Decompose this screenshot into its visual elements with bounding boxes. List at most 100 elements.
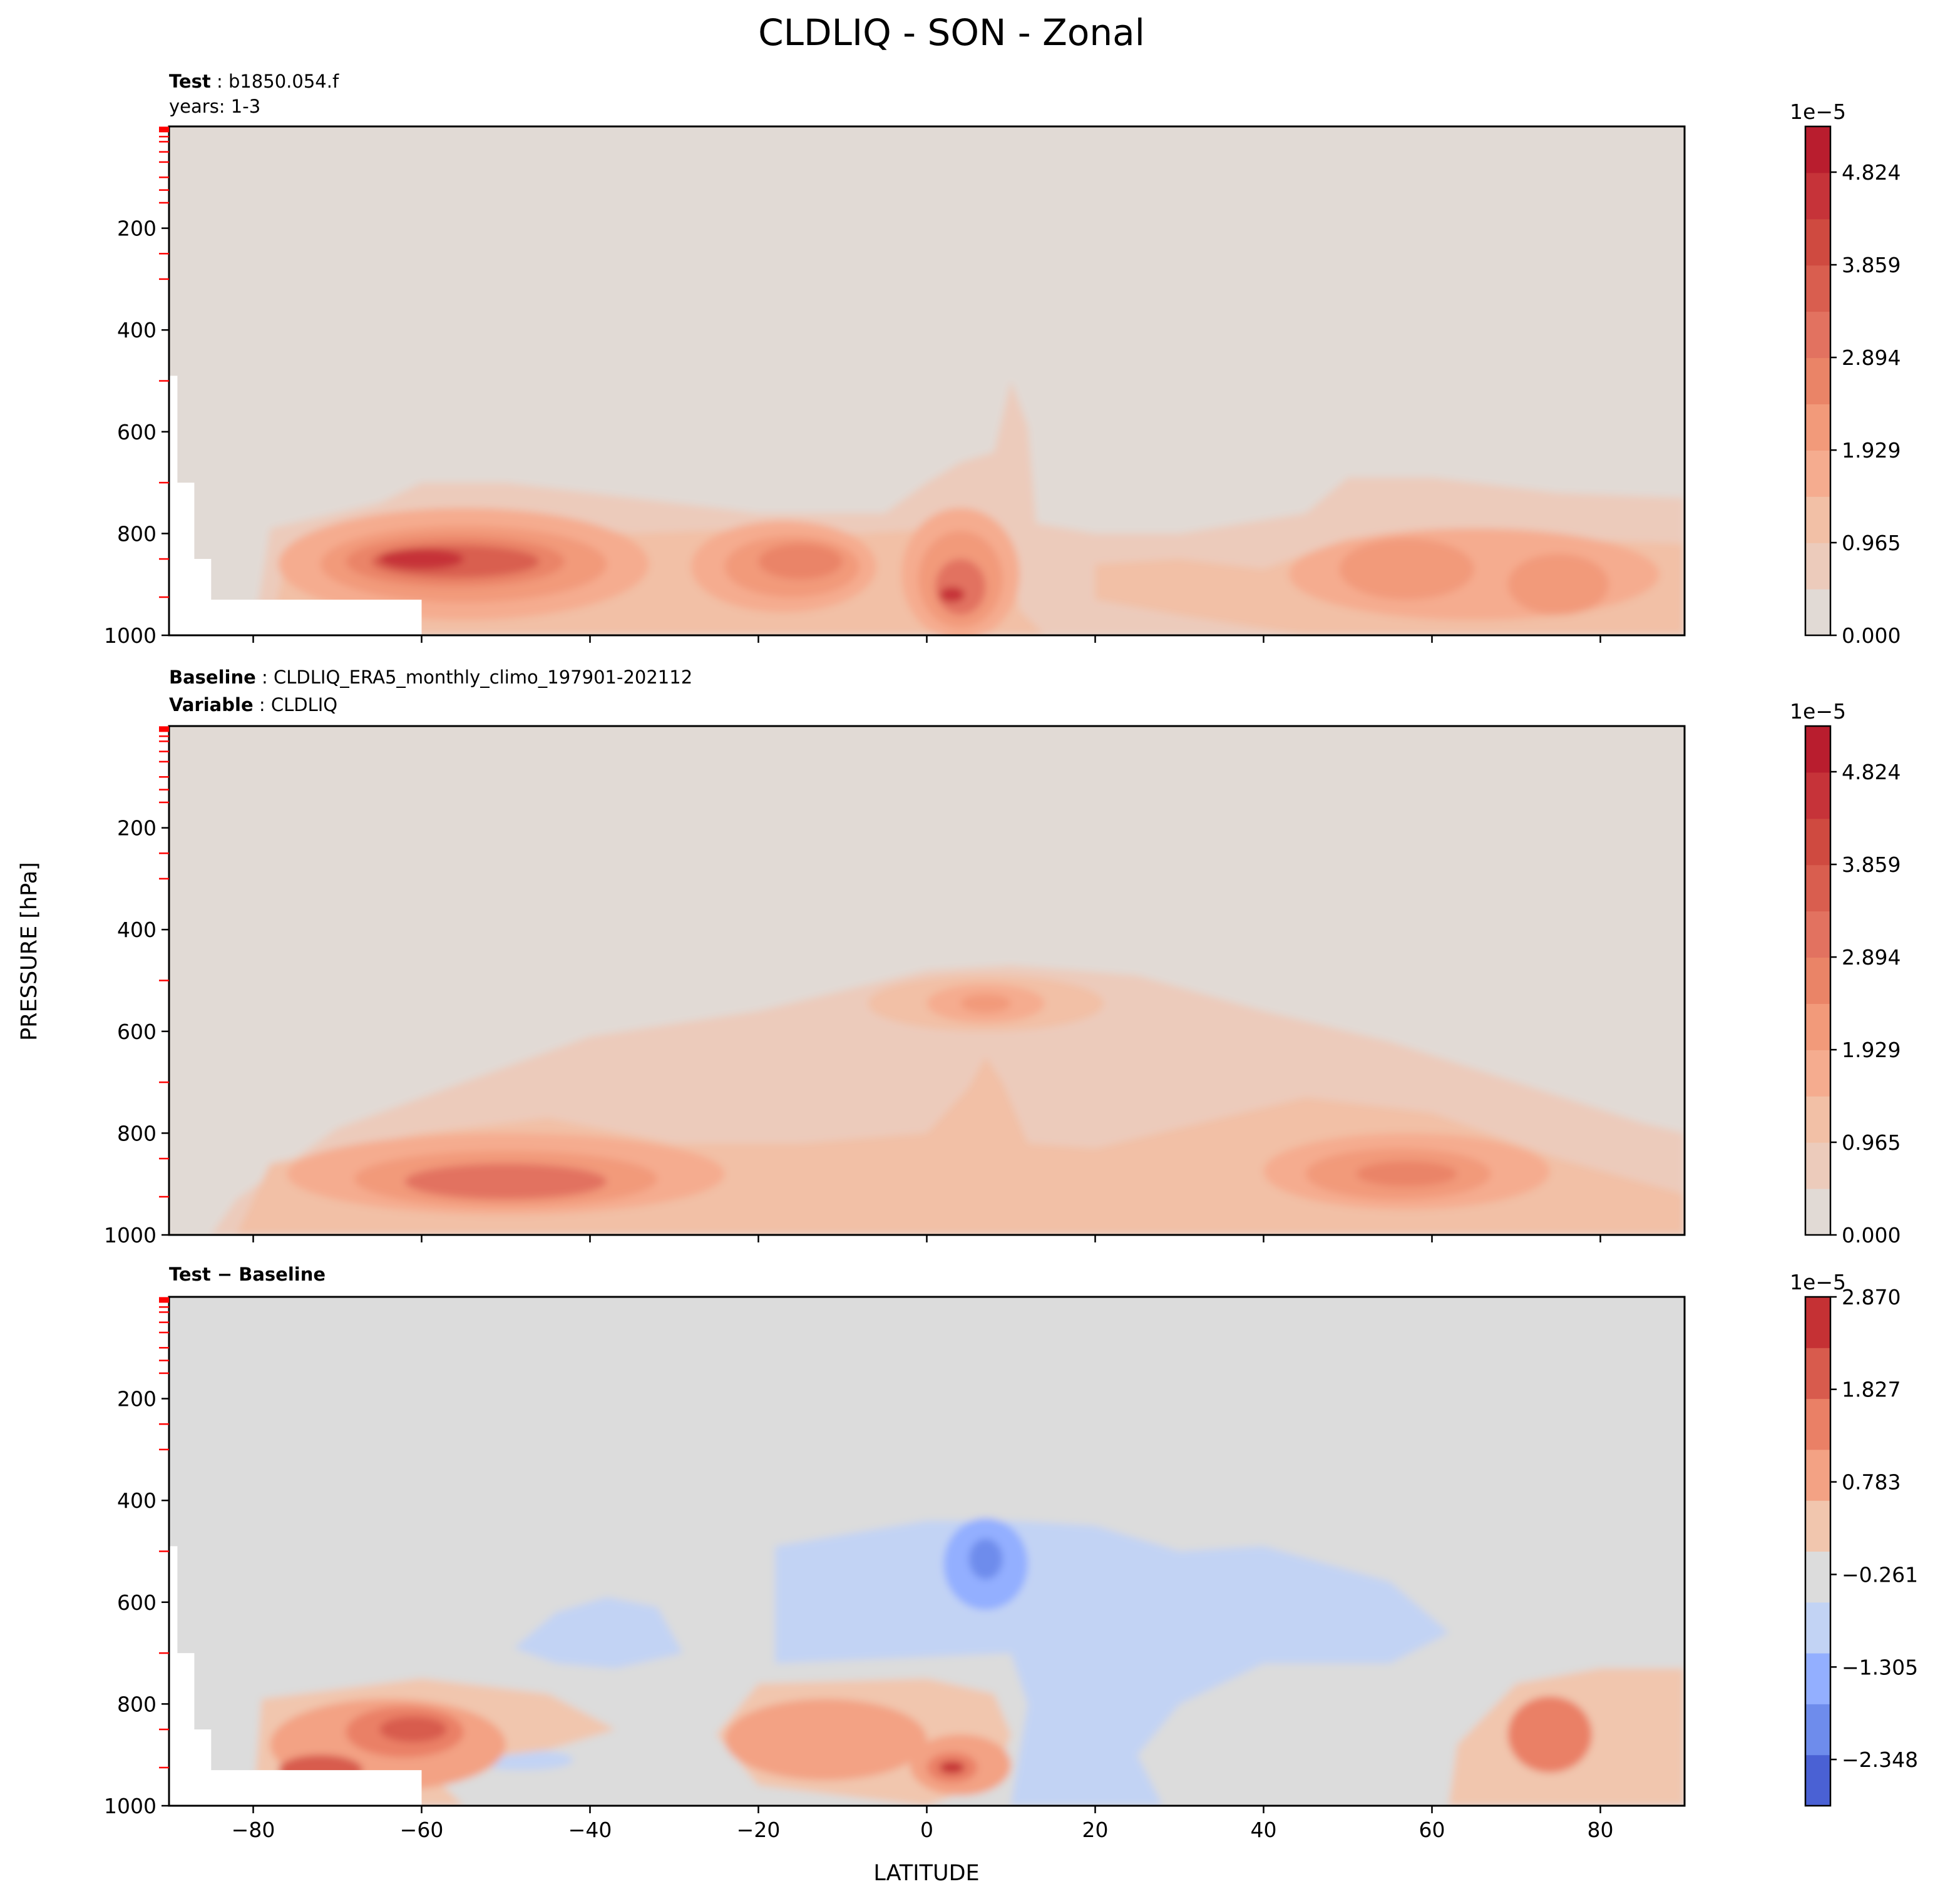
contour-level-4: [1507, 553, 1609, 615]
x-tick-label: 80: [1588, 1818, 1614, 1842]
x-tick-label: 40: [1251, 1818, 1277, 1842]
panel-sublabel: years: 1-3: [169, 96, 260, 117]
y-tick-label: 400: [117, 918, 156, 942]
contour-level-pos-4: [379, 1716, 447, 1743]
contour-level-9: [379, 548, 464, 570]
y-tick-label: 600: [117, 420, 156, 444]
x-tick-label: 0: [920, 1818, 933, 1842]
colorbar-segment: [1805, 1189, 1830, 1236]
colorbar-segment: [1805, 311, 1830, 359]
panel-difference: Test − Baseline −80 −60 −40 −20 0 20 40 60 80 200…: [104, 1264, 1918, 1842]
panel-sublabel-sep: :: [254, 694, 271, 715]
plot-frame: −80 −60 −40 −20 0 20 40 60 80 200 400 600 800 1000: [104, 1296, 1686, 1842]
contour-level-neg-3: [968, 1538, 1003, 1580]
x-tick-label: 60: [1419, 1818, 1445, 1842]
colorbar-tick-label: 3.859: [1842, 253, 1901, 277]
contour-level-4: [960, 994, 1011, 1013]
missing-data-mask: [169, 1546, 422, 1806]
colorbar-segment: [1805, 911, 1830, 958]
y-tick-label: 400: [117, 318, 156, 342]
colorbar-segment: [1805, 1602, 1830, 1654]
colorbar-segment: [1805, 450, 1830, 497]
colorbar-segment: [1805, 818, 1830, 866]
colorbar-tick-label: 4.824: [1842, 160, 1901, 185]
colorbar-tick-label: −2.348: [1842, 1748, 1918, 1772]
panel-label-value: CLDLIQ_ERA5_monthly_climo_197901-202112: [274, 667, 692, 688]
x-tick-label: −40: [568, 1818, 612, 1842]
colorbar-segment: [1805, 1500, 1830, 1552]
colorbar-tick-label: 0.783: [1842, 1470, 1901, 1495]
colorbar-border: [1804, 725, 1832, 1236]
colorbar-tick-label: 1.827: [1842, 1378, 1901, 1402]
colorbar-segment: [1805, 1096, 1830, 1143]
x-tick-label: 20: [1082, 1818, 1109, 1842]
missing-data-mask: [169, 1546, 422, 1806]
y-tick-label: 800: [117, 1121, 156, 1145]
colorbar-segment: [1805, 1050, 1830, 1097]
contour-level-neg-1: [514, 1597, 683, 1669]
y-tick-label: 1000: [104, 623, 156, 648]
colorbar-segment: [1805, 172, 1830, 220]
contour-field: [169, 726, 1685, 1235]
colorbar-segment: [1805, 1653, 1830, 1704]
colorbar-exponent: 1e−5: [1790, 699, 1846, 724]
colorbar-segment: [1805, 589, 1830, 636]
colorbar-tick-label: 4.824: [1842, 760, 1901, 784]
colorbar-segment: [1805, 357, 1830, 404]
panel-sublabel-key: Variable: [169, 694, 254, 715]
contour-level-5: [758, 543, 843, 580]
colorbar-tick-label: 0.965: [1842, 1130, 1901, 1155]
panel-label-sep: :: [256, 667, 274, 688]
colorbar-tick-label: 1.929: [1842, 438, 1901, 463]
panel-label-key: Baseline: [169, 667, 256, 688]
contour-level-9: [939, 586, 965, 603]
panel-label-sep: :: [211, 71, 228, 92]
contour-field: [169, 1297, 1685, 1806]
colorbar-tick-label: 2.894: [1842, 945, 1901, 970]
y-tick-label: 600: [117, 1590, 156, 1615]
colorbar-tick-label: 1.929: [1842, 1038, 1901, 1062]
colorbar: 0.000 0.965 1.929 2.894 3.859 4.824 1e−5: [1790, 100, 1901, 648]
y-tick-label: 1000: [104, 1223, 156, 1247]
missing-data-mask: [169, 376, 422, 635]
colorbar-segment: [1805, 1142, 1830, 1189]
missing-data-mask: [169, 376, 422, 635]
plot-frame: 200 400 600 800 1000: [104, 125, 1686, 648]
colorbar-segment: [1805, 496, 1830, 543]
panel-sublabel: Variable : CLDLIQ: [169, 694, 337, 715]
x-tick-label: −20: [737, 1818, 781, 1842]
contour-level-4: [1339, 538, 1474, 600]
panel-label: Baseline : CLDLIQ_ERA5_monthly_climo_197…: [169, 667, 692, 688]
contour-field: [169, 126, 1685, 635]
x-tick-label: −80: [232, 1818, 275, 1842]
colorbar-segment: [1805, 265, 1830, 312]
panel-test: Test : b1850.054.f years: 1-3 200 400 600 8…: [104, 71, 1901, 648]
colorbar-border: [1804, 125, 1832, 637]
colorbar-segment: [1805, 1003, 1830, 1050]
y-tick-label: 200: [117, 1387, 156, 1411]
x-tick-label: −60: [400, 1818, 444, 1842]
colorbar-tick-label: 0.000: [1842, 1223, 1901, 1247]
panel-label: Test : b1850.054.f: [169, 71, 339, 92]
contour-level-pos-3: [1507, 1696, 1593, 1773]
contour-level-neg-1: [775, 1520, 1449, 1806]
contour-level-5: [1356, 1161, 1457, 1187]
y-tick-label: 200: [117, 816, 156, 841]
colorbar-segment: [1805, 957, 1830, 1004]
x-axis-label: LATITUDE: [873, 1861, 979, 1886]
panel-baseline: Baseline : CLDLIQ_ERA5_monthly_climo_197…: [104, 667, 1901, 1247]
colorbar-exponent: 1e−5: [1790, 1270, 1846, 1294]
panel-label-key: Test: [169, 71, 211, 92]
contour-level-pos-5: [939, 1761, 965, 1774]
colorbar-tick-label: 2.894: [1842, 346, 1901, 370]
colorbar-segment: [1805, 404, 1830, 451]
colorbar-segment: [1805, 726, 1830, 773]
y-tick-label: 1000: [104, 1794, 156, 1818]
colorbar-segment: [1805, 126, 1830, 173]
plot-frame: 200 400 600 800 1000: [104, 725, 1686, 1247]
colorbar-segment: [1805, 1398, 1830, 1450]
panel-sublabel-value: CLDLIQ: [271, 694, 337, 715]
y-tick-label: 600: [117, 1020, 156, 1044]
colorbar-border: [1804, 1296, 1832, 1807]
